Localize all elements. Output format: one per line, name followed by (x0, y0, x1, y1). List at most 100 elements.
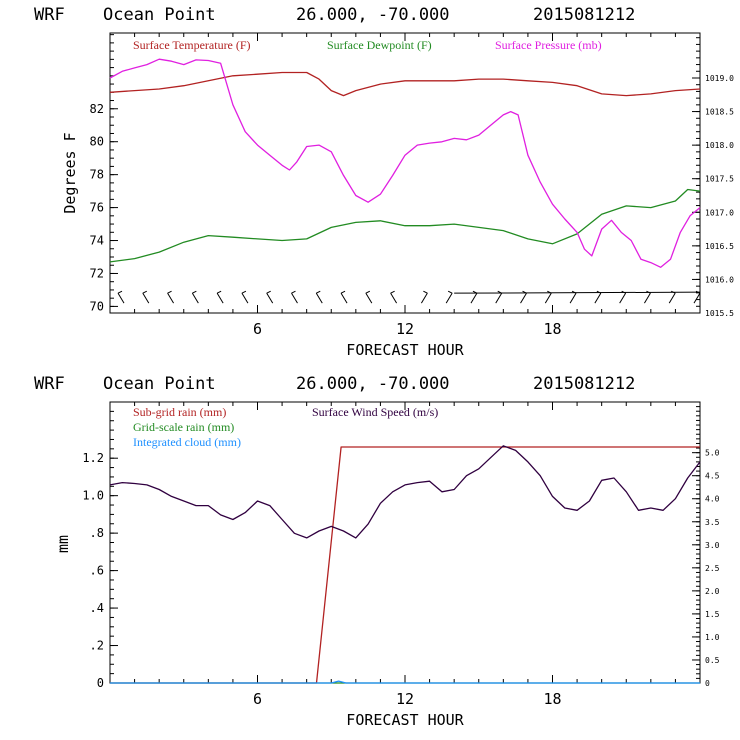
x-tick-label: 18 (543, 320, 561, 338)
bottom-minor-ticks (134, 402, 676, 683)
wind-barb (340, 292, 348, 304)
y2-tick-label: 1016.5 (705, 242, 734, 251)
legend-grid-scale-rain: Grid-scale rain (mm) (133, 420, 234, 434)
y-tick-label: 74 (90, 234, 104, 248)
bottom-title-date: 2015081212 (533, 374, 635, 394)
wind-barb (167, 292, 174, 304)
wind-barb-flag (216, 290, 222, 294)
series-line-surface-pressure (109, 58, 701, 268)
wind-barb (594, 292, 602, 304)
series-line-surface-dewpoint (109, 188, 701, 263)
wind-barb (544, 292, 552, 304)
y-tick-label: 80 (90, 135, 104, 149)
top-x-axis-title: FORECAST HOUR (346, 341, 464, 359)
series-line-surface-temperature (109, 71, 701, 97)
bottom-title-model: WRF (34, 374, 65, 394)
bottom-title-coords: 26.000, -70.000 (296, 374, 450, 394)
wind-barb (693, 292, 701, 304)
wind-barb-flag (142, 290, 148, 294)
wind-barb-flag (316, 290, 321, 294)
bottom-y-axis-title: mm (54, 535, 72, 553)
wind-barb-shaft (454, 291, 701, 294)
wind-barb (291, 292, 298, 304)
wind-barb (142, 292, 150, 304)
wind-barbs (117, 290, 701, 304)
wind-barb (420, 292, 428, 304)
x-tick-label: 12 (396, 690, 414, 708)
wind-barb-flag (117, 290, 123, 294)
wind-barb (365, 292, 373, 304)
y-tick-label: 1.2 (82, 451, 104, 465)
top-title-coords: 26.000, -70.000 (296, 5, 450, 25)
legend-surface-wind-speed: Surface Wind Speed (m/s) (312, 405, 438, 419)
legend-surface-pressure: Surface Pressure (mb) (495, 38, 602, 52)
wind-barb-flag (266, 290, 271, 294)
top-x-ticks: 6 12 18 (253, 320, 562, 338)
top-plot-frame (109, 32, 701, 314)
wind-barb (266, 292, 274, 304)
y2-tick-label: 1017.0 (705, 208, 734, 217)
top-series-group (109, 58, 701, 268)
x-tick-label: 6 (253, 320, 262, 338)
wind-barb (520, 292, 527, 304)
wind-barb-flag (167, 290, 172, 294)
wind-barb (445, 292, 453, 304)
y2-tick-label: 4.5 (705, 472, 720, 481)
legend-surface-temperature: Surface Temperature (F) (133, 38, 251, 52)
top-minor-ticks (134, 33, 676, 313)
bottom-title-location: Ocean Point (103, 374, 216, 394)
top-y-axis-title: Degrees F (61, 132, 79, 213)
bottom-panel: WRF Ocean Point 26.000, -70.000 20150812… (34, 374, 720, 729)
y2-tick-label: 4.0 (705, 495, 720, 504)
x-tick-label: 6 (253, 690, 262, 708)
wind-barb (569, 292, 577, 304)
y-tick-label: 1.0 (82, 489, 104, 503)
y-tick-label: .6 (90, 564, 104, 578)
y-tick-label: .8 (90, 526, 104, 540)
y-tick-label: 82 (90, 102, 104, 116)
bottom-series-group (109, 445, 701, 684)
wind-barb (668, 292, 676, 304)
top-y2-ticks: 1015.5 1016.0 1016.5 1017.0 1017.5 1018.0 1018… (692, 37, 734, 318)
wind-barb (191, 292, 199, 304)
wind-barb (644, 292, 651, 304)
top-title-model: WRF (34, 5, 65, 25)
y-tick-label: .2 (90, 639, 104, 653)
legend-integrated-cloud: Integrated cloud (mm) (133, 435, 241, 449)
bottom-y2-ticks: 0 0.5 1.0 1.5 2.0 2.5 3.0 3.5 4.0 4.5 5.0 (692, 401, 720, 688)
y-tick-label: 78 (90, 168, 104, 182)
wind-barb-flag (192, 290, 197, 294)
wind-barb-flag (390, 290, 395, 294)
wind-barb-flag (423, 290, 428, 294)
wind-barb (241, 292, 249, 304)
wind-barb-flag (340, 290, 346, 294)
y2-tick-label: 1017.5 (705, 175, 734, 184)
y2-tick-label: 1.0 (705, 633, 720, 642)
x-tick-label: 12 (396, 320, 414, 338)
top-title-date: 2015081212 (533, 5, 635, 25)
bottom-y-ticks: 0 .2 .4 .6 .8 1.0 1.2 (82, 410, 118, 690)
series-line-sub-grid-rain (110, 446, 700, 684)
wind-barb (619, 292, 627, 304)
y2-tick-label: 3.0 (705, 541, 720, 550)
y2-tick-label: 5.0 (705, 449, 720, 458)
top-title-location: Ocean Point (103, 5, 216, 25)
y-tick-label: .4 (90, 601, 104, 615)
x-tick-label: 18 (543, 690, 561, 708)
wind-barb (315, 292, 323, 304)
wind-barb (495, 292, 503, 304)
top-panel: WRF Ocean Point 26.000, -70.000 20150812… (34, 5, 734, 359)
wind-barb (216, 292, 224, 304)
wind-barb (117, 292, 125, 304)
wind-barb (470, 292, 478, 304)
wind-barb-flag (447, 290, 453, 294)
wind-barb (390, 292, 398, 304)
series-line-integrated-cloud (110, 680, 700, 684)
y-tick-label: 76 (90, 201, 104, 215)
y2-tick-label: 0.5 (705, 656, 720, 665)
y2-tick-label: 3.5 (705, 518, 720, 527)
legend-surface-dewpoint: Surface Dewpoint (F) (327, 38, 432, 52)
y2-tick-label: 1018.0 (705, 141, 734, 150)
wind-barb-flag (241, 290, 247, 294)
